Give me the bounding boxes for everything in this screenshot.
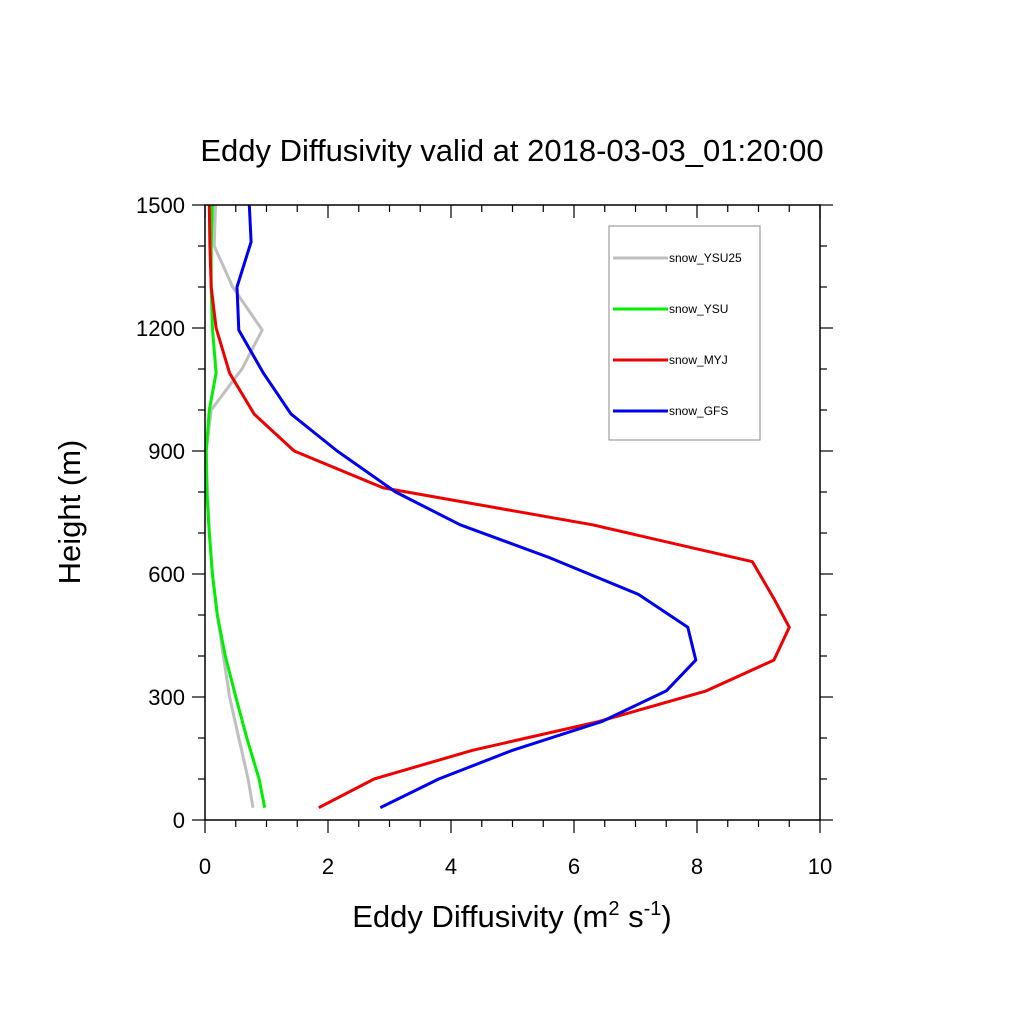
x-axis-title-main: Eddy Diffusivity (m: [352, 899, 608, 934]
y-axis-title: Height (m): [52, 440, 87, 585]
x-axis-title-mid: s: [619, 899, 643, 934]
x-tick-label: 4: [445, 854, 457, 879]
series-line-snow-ysu25: [204, 204, 264, 808]
y-tick-label: 300: [148, 685, 185, 710]
tick-labels-layer: 0 2 4 6 8 10 0 300 600 900 1200 1500: [136, 193, 832, 879]
series-layer: [204, 204, 791, 810]
series-line-snow-ysu: [204, 204, 267, 808]
x-tick-label: 2: [322, 854, 334, 879]
x-axis-title: Eddy Diffusivity (m2 s-1): [352, 898, 671, 934]
x-axis-title-sup-2: -1: [644, 898, 662, 920]
legend-label: snow_YSU: [669, 302, 728, 316]
y-tick-label: 1200: [136, 316, 185, 341]
legend-box: [608, 225, 761, 441]
x-tick-label: 6: [568, 854, 580, 879]
legend: snow_YSU25 snow_YSU snow_MYJ snow_GFS: [608, 225, 761, 441]
legend-label: snow_YSU25: [669, 251, 742, 265]
x-tick-label: 8: [691, 854, 703, 879]
x-axis-title-sup-1: 2: [608, 898, 619, 920]
x-tick-label: 0: [199, 854, 211, 879]
series-line-snow-gfs: [235, 204, 698, 810]
ticks-layer: [192, 204, 833, 833]
legend-label: snow_MYJ: [669, 353, 728, 367]
y-tick-label: 900: [148, 439, 185, 464]
series-line-snow-myj: [207, 204, 791, 810]
x-axis-title-end: ): [661, 899, 671, 934]
y-tick-label: 1500: [136, 193, 185, 218]
legend-label: snow_GFS: [669, 404, 728, 418]
y-tick-label: 600: [148, 562, 185, 587]
x-tick-label: 10: [808, 854, 832, 879]
y-tick-label: 0: [173, 808, 185, 833]
chart-title: Eddy Diffusivity valid at 2018-03-03_01:…: [200, 133, 823, 168]
